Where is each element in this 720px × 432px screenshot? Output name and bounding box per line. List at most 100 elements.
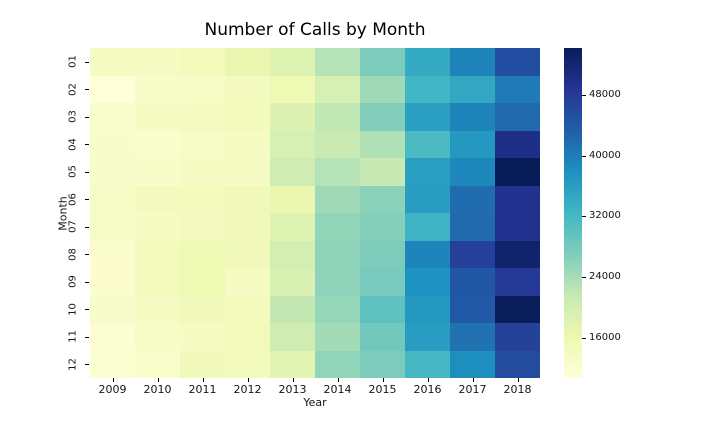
heatmap-cell [450,75,495,103]
y-axis-tick [85,254,89,256]
heatmap-cell [360,48,405,76]
y-axis-tick [85,116,89,118]
heatmap-cell [405,268,450,296]
heatmap-cell [405,240,450,268]
heatmap-cell [450,350,495,378]
heatmap-cell [495,75,540,103]
heatmap-cell [270,240,315,268]
colorbar-tick [582,337,586,339]
heatmap-cell [90,323,135,351]
heatmap-cell [180,130,225,158]
heatmap-cell [90,240,135,268]
x-tick-label: 2018 [503,383,532,396]
heatmap-cell [315,240,360,268]
heatmap-cell [315,350,360,378]
y-axis-tick [85,144,89,146]
heatmap-cell [315,48,360,76]
colorbar-tick [582,277,586,279]
heatmap-cell [180,158,225,186]
heatmap-cell [270,350,315,378]
heatmap-cell [360,323,405,351]
heatmap-cell [360,185,405,213]
heatmap-cell [180,48,225,76]
heatmap-cell [225,213,270,241]
heatmap-cell [315,268,360,296]
heatmap-cell [90,295,135,323]
heatmap-cell [450,213,495,241]
heatmap-cell [495,158,540,186]
heatmap-cell [225,158,270,186]
heatmap-cell [225,268,270,296]
heatmap-cell [180,240,225,268]
x-axis-tick [112,378,114,382]
heatmap-cell [495,268,540,296]
heatmap-cell [180,213,225,241]
heatmap-cell [450,130,495,158]
chart-title: Number of Calls by Month [204,20,426,40]
y-axis-tick [85,281,89,283]
heatmap-cell [405,295,450,323]
x-axis-tick [517,378,519,382]
heatmap-cell [405,350,450,378]
heatmap-cell [495,240,540,268]
heatmap-cell [360,75,405,103]
y-tick-label: 05 [67,165,79,179]
heatmap-cell [495,213,540,241]
heatmap-cell [270,213,315,241]
y-axis-tick [85,336,89,338]
x-tick-label: 2014 [323,383,352,396]
heatmap-cell [315,158,360,186]
heatmap-cell [315,185,360,213]
heatmap-cell [450,240,495,268]
heatmap-cell [405,158,450,186]
x-axis-tick [292,378,294,382]
heatmap-cell [405,130,450,158]
heatmap-cell [405,323,450,351]
heatmap-cell [225,295,270,323]
y-tick-label: 04 [67,137,79,151]
y-axis-tick [85,199,89,201]
heatmap-cell [495,185,540,213]
x-axis-tick [202,378,204,382]
heatmap-cell [270,268,315,296]
heatmap-cell [90,103,135,131]
heatmap-cell [90,48,135,76]
heatmap-cell [450,158,495,186]
heatmap-cell [270,75,315,103]
heatmap-cell [450,48,495,76]
heatmap-cell [135,323,180,351]
x-tick-label: 2015 [368,383,397,396]
heatmap-cell [270,48,315,76]
heatmap-cell [90,130,135,158]
y-axis-tick [85,89,89,91]
heatmap-cell [225,323,270,351]
heatmap-cell [315,75,360,103]
y-axis-tick [85,61,89,63]
heatmap-cell [315,103,360,131]
y-axis-label: Month [56,195,70,231]
heatmap-cell [225,185,270,213]
heatmap-cell [405,48,450,76]
heatmap-cell [495,48,540,76]
heatmap-cell [180,295,225,323]
heatmap-cell [360,158,405,186]
heatmap-cell [180,185,225,213]
colorbar-tick [582,155,586,157]
heatmap-cell [270,130,315,158]
x-axis-tick [427,378,429,382]
heatmap-cell [135,158,180,186]
heatmap-cell [135,130,180,158]
x-tick-label: 2012 [233,383,262,396]
heatmap-cell [315,323,360,351]
heatmap-cell [180,75,225,103]
heatmap-cell [315,130,360,158]
heatmap-cell [360,295,405,323]
heatmap-cell [135,350,180,378]
heatmap-cell [225,350,270,378]
y-tick-label: 11 [67,330,79,344]
heatmap-cell [90,213,135,241]
heatmap-cell [495,350,540,378]
heatmap-cell [225,130,270,158]
heatmap-cell [495,130,540,158]
